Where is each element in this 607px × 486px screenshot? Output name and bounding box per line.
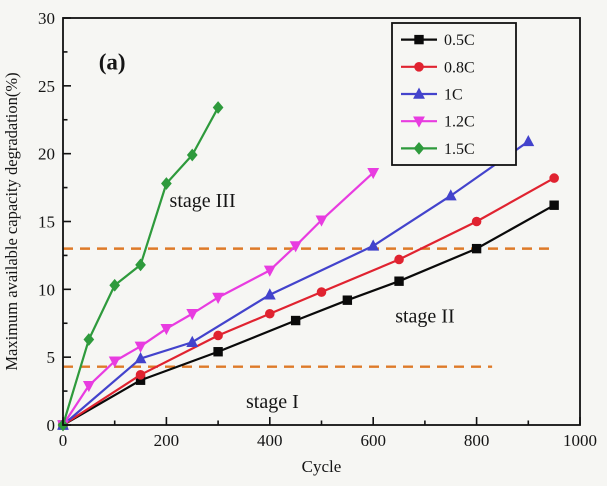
triangle-up-marker	[522, 134, 535, 147]
y-tick-label: 10	[38, 280, 55, 299]
circle-marker	[471, 216, 482, 227]
series-line	[62, 204, 555, 426]
y-tick-label: 25	[38, 77, 55, 96]
circle-marker	[394, 254, 404, 265]
legend-label: 1.2C	[444, 114, 475, 131]
diamond-marker	[109, 278, 121, 292]
circle-marker	[549, 173, 559, 183]
legend-label: 0.8C	[444, 59, 475, 76]
triangle-down-marker	[315, 215, 328, 227]
stage-label: stage II	[395, 305, 454, 327]
triangle-up-marker	[444, 189, 457, 201]
legend-label: 0.5C	[444, 32, 475, 49]
y-tick-label: 0	[47, 416, 56, 435]
triangle-up-marker	[263, 288, 276, 300]
legend-marker	[413, 87, 425, 99]
y-tick-label: 20	[38, 145, 55, 164]
legend: 0.5C 0.8C 1C 1.2C 1.5C	[391, 22, 517, 166]
triangle-down-marker	[108, 356, 121, 368]
x-tick-label: 800	[464, 431, 490, 450]
diamond-marker	[186, 148, 198, 162]
stage-label: stage I	[246, 391, 299, 413]
legend-item-0.5C: 0.5C	[401, 32, 475, 49]
x-tick-label: 1000	[563, 431, 597, 450]
diamond-marker	[83, 333, 95, 346]
legend-marker	[414, 62, 424, 72]
square-marker	[471, 243, 482, 254]
annotations: (a) stage III stage II stage I	[99, 49, 455, 412]
triangle-down-marker	[160, 323, 173, 336]
stage-label: stage III	[170, 190, 236, 212]
triangle-down-marker	[289, 241, 302, 253]
legend-item-1.2C: 1.2C	[401, 114, 475, 131]
diamond-marker	[161, 177, 172, 190]
x-axis-title: Cycle	[302, 457, 342, 476]
series-1.5C	[57, 101, 224, 432]
diamond-marker	[212, 101, 224, 114]
legend-item-1.5C: 1.5C	[401, 141, 475, 158]
y-tick-label: 5	[47, 348, 56, 367]
circle-marker	[135, 370, 146, 380]
square-marker	[213, 347, 223, 357]
triangle-up-marker	[134, 352, 147, 364]
triangle-up-marker	[367, 239, 380, 251]
legend-marker	[414, 34, 424, 45]
triangle-down-marker	[186, 309, 199, 321]
triangle-down-marker	[367, 167, 380, 180]
y-tick-label: 30	[38, 9, 55, 28]
y-axis-title: Maximum available capacity degradation(%…	[2, 72, 21, 370]
square-marker	[290, 315, 301, 326]
x-tick-label: 0	[59, 431, 68, 450]
series-line	[62, 177, 555, 426]
triangle-down-marker	[134, 341, 147, 353]
y-tick-label: 15	[38, 213, 55, 232]
triangle-down-marker	[82, 380, 95, 393]
legend-marker	[413, 142, 425, 155]
stage-boundary-lines	[63, 247, 549, 368]
axis-ticks: 0 200 400 600 800 1000 0 5 10 15 20 25 30	[38, 9, 597, 450]
triangle-down-marker	[212, 292, 225, 304]
x-tick-label: 600	[360, 431, 386, 450]
legend-label: 1C	[444, 87, 463, 104]
legend-marker	[413, 116, 425, 128]
square-marker	[394, 276, 404, 286]
triangle-down-marker	[263, 265, 276, 277]
series-0.8C	[58, 173, 559, 430]
diamond-marker	[135, 258, 146, 272]
circle-marker	[213, 330, 223, 341]
triangle-up-marker	[186, 335, 199, 347]
x-tick-label: 400	[257, 431, 283, 450]
circle-marker	[316, 287, 327, 297]
square-marker	[549, 200, 559, 210]
legend-item-1C: 1C	[401, 87, 463, 104]
square-marker	[342, 295, 353, 305]
x-tick-label: 200	[154, 431, 180, 450]
legend-item-0.8C: 0.8C	[401, 59, 475, 76]
circle-marker	[265, 308, 275, 319]
legend-label: 1.5C	[444, 141, 475, 158]
panel-label: (a)	[99, 49, 126, 74]
